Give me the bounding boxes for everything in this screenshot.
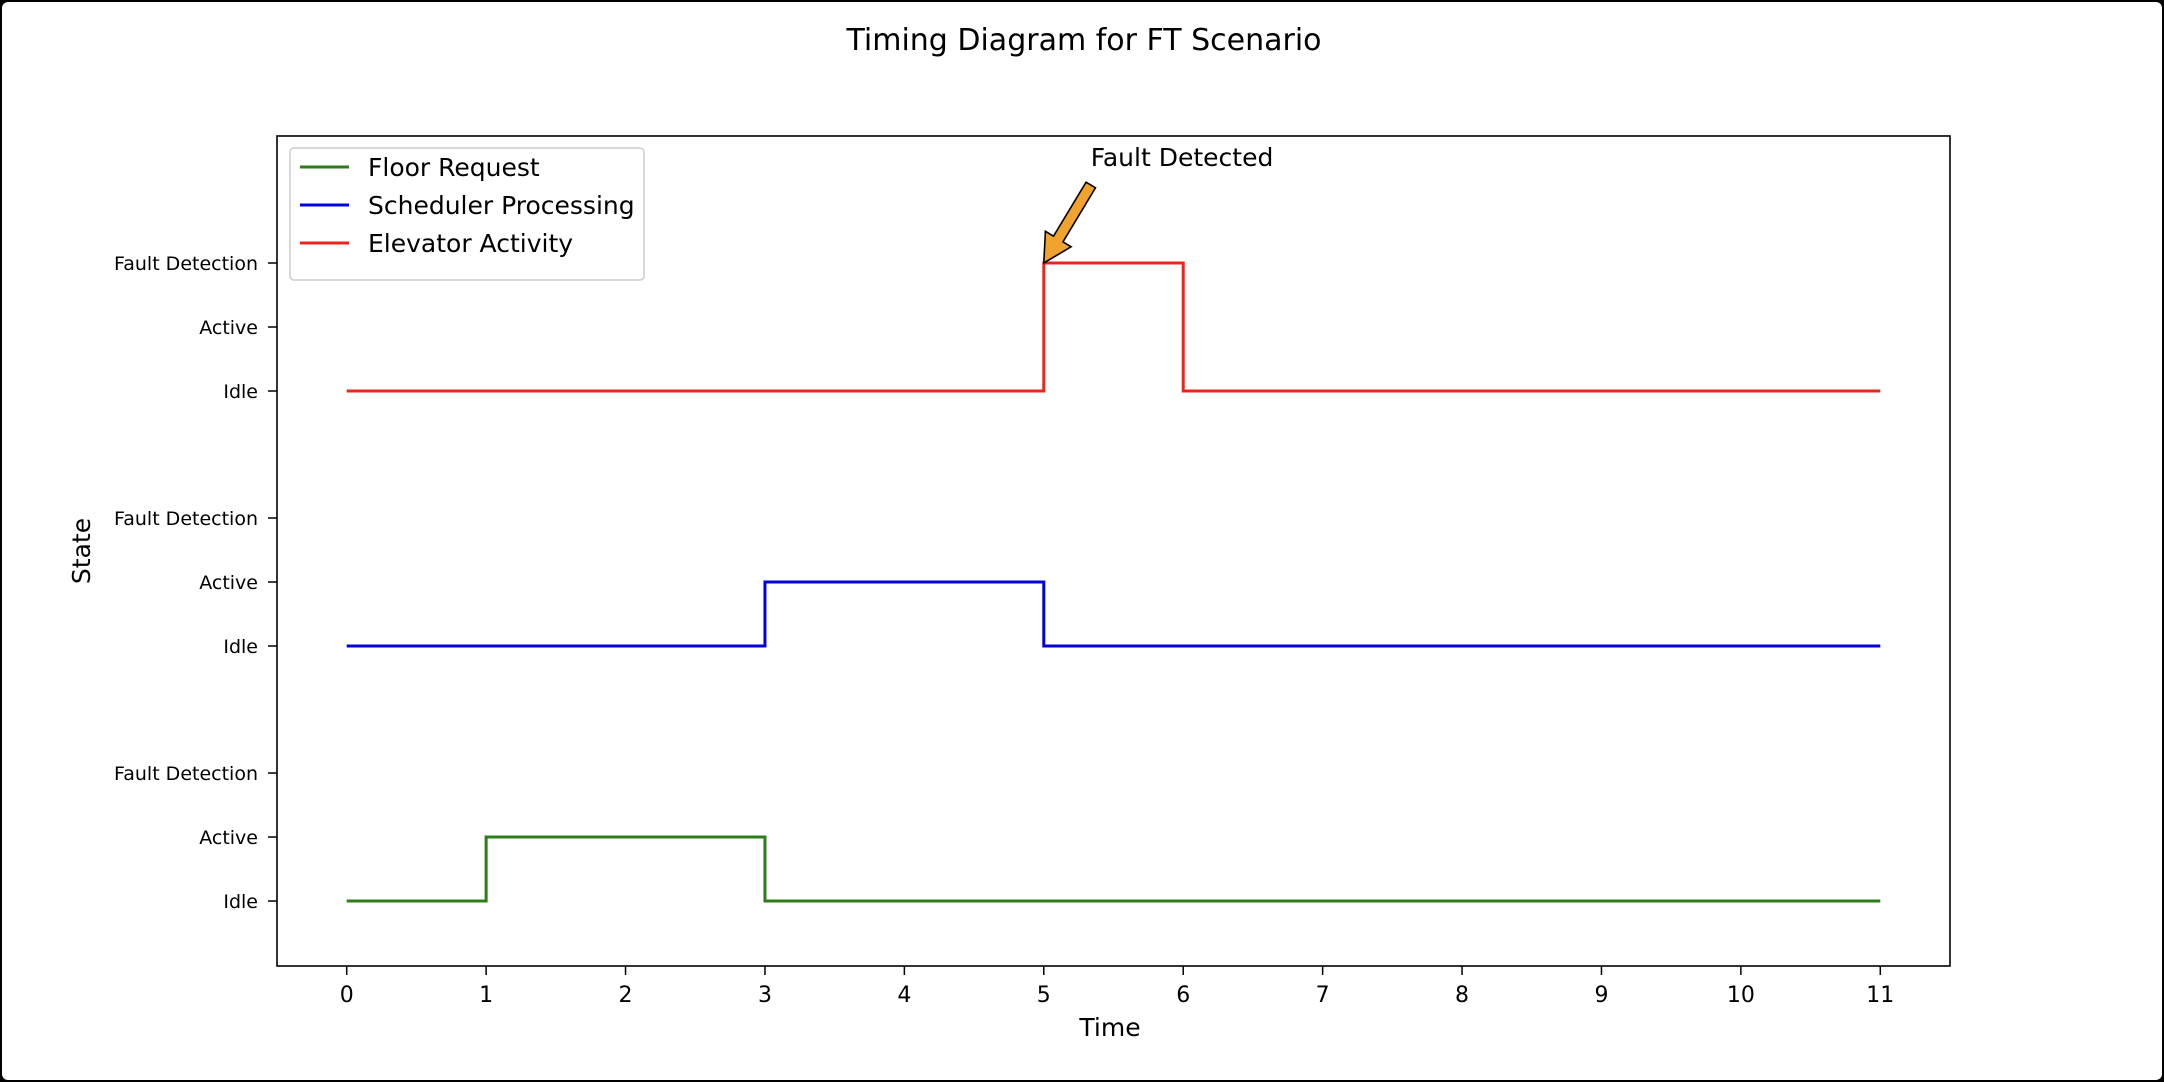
y-tick-label: Active xyxy=(199,572,258,594)
y-tick-label: Active xyxy=(199,317,258,339)
legend-label: Elevator Activity xyxy=(368,229,573,258)
y-tick-label: Idle xyxy=(223,891,258,913)
plot-area-frame xyxy=(276,135,1951,967)
x-tick-label: 10 xyxy=(1727,983,1755,1008)
series-line-scheduler-processing xyxy=(346,580,1881,648)
y-axis-ticks: Idle Active Fault Detection Idle Active Fault… xyxy=(114,253,277,913)
x-tick-label: 9 xyxy=(1594,983,1608,1008)
legend-label: Scheduler Processing xyxy=(368,191,635,220)
x-tick-label: 7 xyxy=(1316,983,1330,1008)
x-tick-label: 1 xyxy=(479,983,493,1008)
y-tick-label: Fault Detection xyxy=(114,253,258,275)
legend-label: Floor Request xyxy=(368,153,540,182)
x-tick-label: 8 xyxy=(1455,983,1469,1008)
x-axis-ticks: 0 1 2 3 4 5 6 7 8 9 10 11 xyxy=(340,966,1894,1008)
y-tick-label: Fault Detection xyxy=(114,508,258,530)
x-tick-label: 4 xyxy=(897,983,911,1008)
annotation-label: Fault Detected xyxy=(1091,143,1274,172)
x-tick-label: 11 xyxy=(1866,983,1894,1008)
x-axis-label: Time xyxy=(1078,1013,1140,1042)
chart-title: Timing Diagram for FT Scenario xyxy=(845,23,1321,58)
y-tick-label: Idle xyxy=(223,381,258,403)
y-axis-label: State xyxy=(67,518,96,584)
x-tick-label: 6 xyxy=(1176,983,1190,1008)
series-lines xyxy=(346,261,1881,903)
legend-box xyxy=(289,147,645,281)
x-tick-label: 3 xyxy=(758,983,772,1008)
series-line-floor-request xyxy=(346,835,1881,903)
y-tick-label: Idle xyxy=(223,636,258,658)
legend: Floor Request Scheduler Processing Elevato… xyxy=(289,147,645,281)
annotation-arrow xyxy=(1042,181,1097,265)
y-tick-label: Fault Detection xyxy=(114,763,258,785)
x-tick-label: 2 xyxy=(619,983,633,1008)
y-tick-label: Active xyxy=(199,827,258,849)
series-line-elevator-activity xyxy=(346,261,1881,393)
annotation-layer: Fault Detected xyxy=(1042,143,1274,265)
x-tick-label: 0 xyxy=(340,983,354,1008)
x-tick-label: 5 xyxy=(1037,983,1051,1008)
